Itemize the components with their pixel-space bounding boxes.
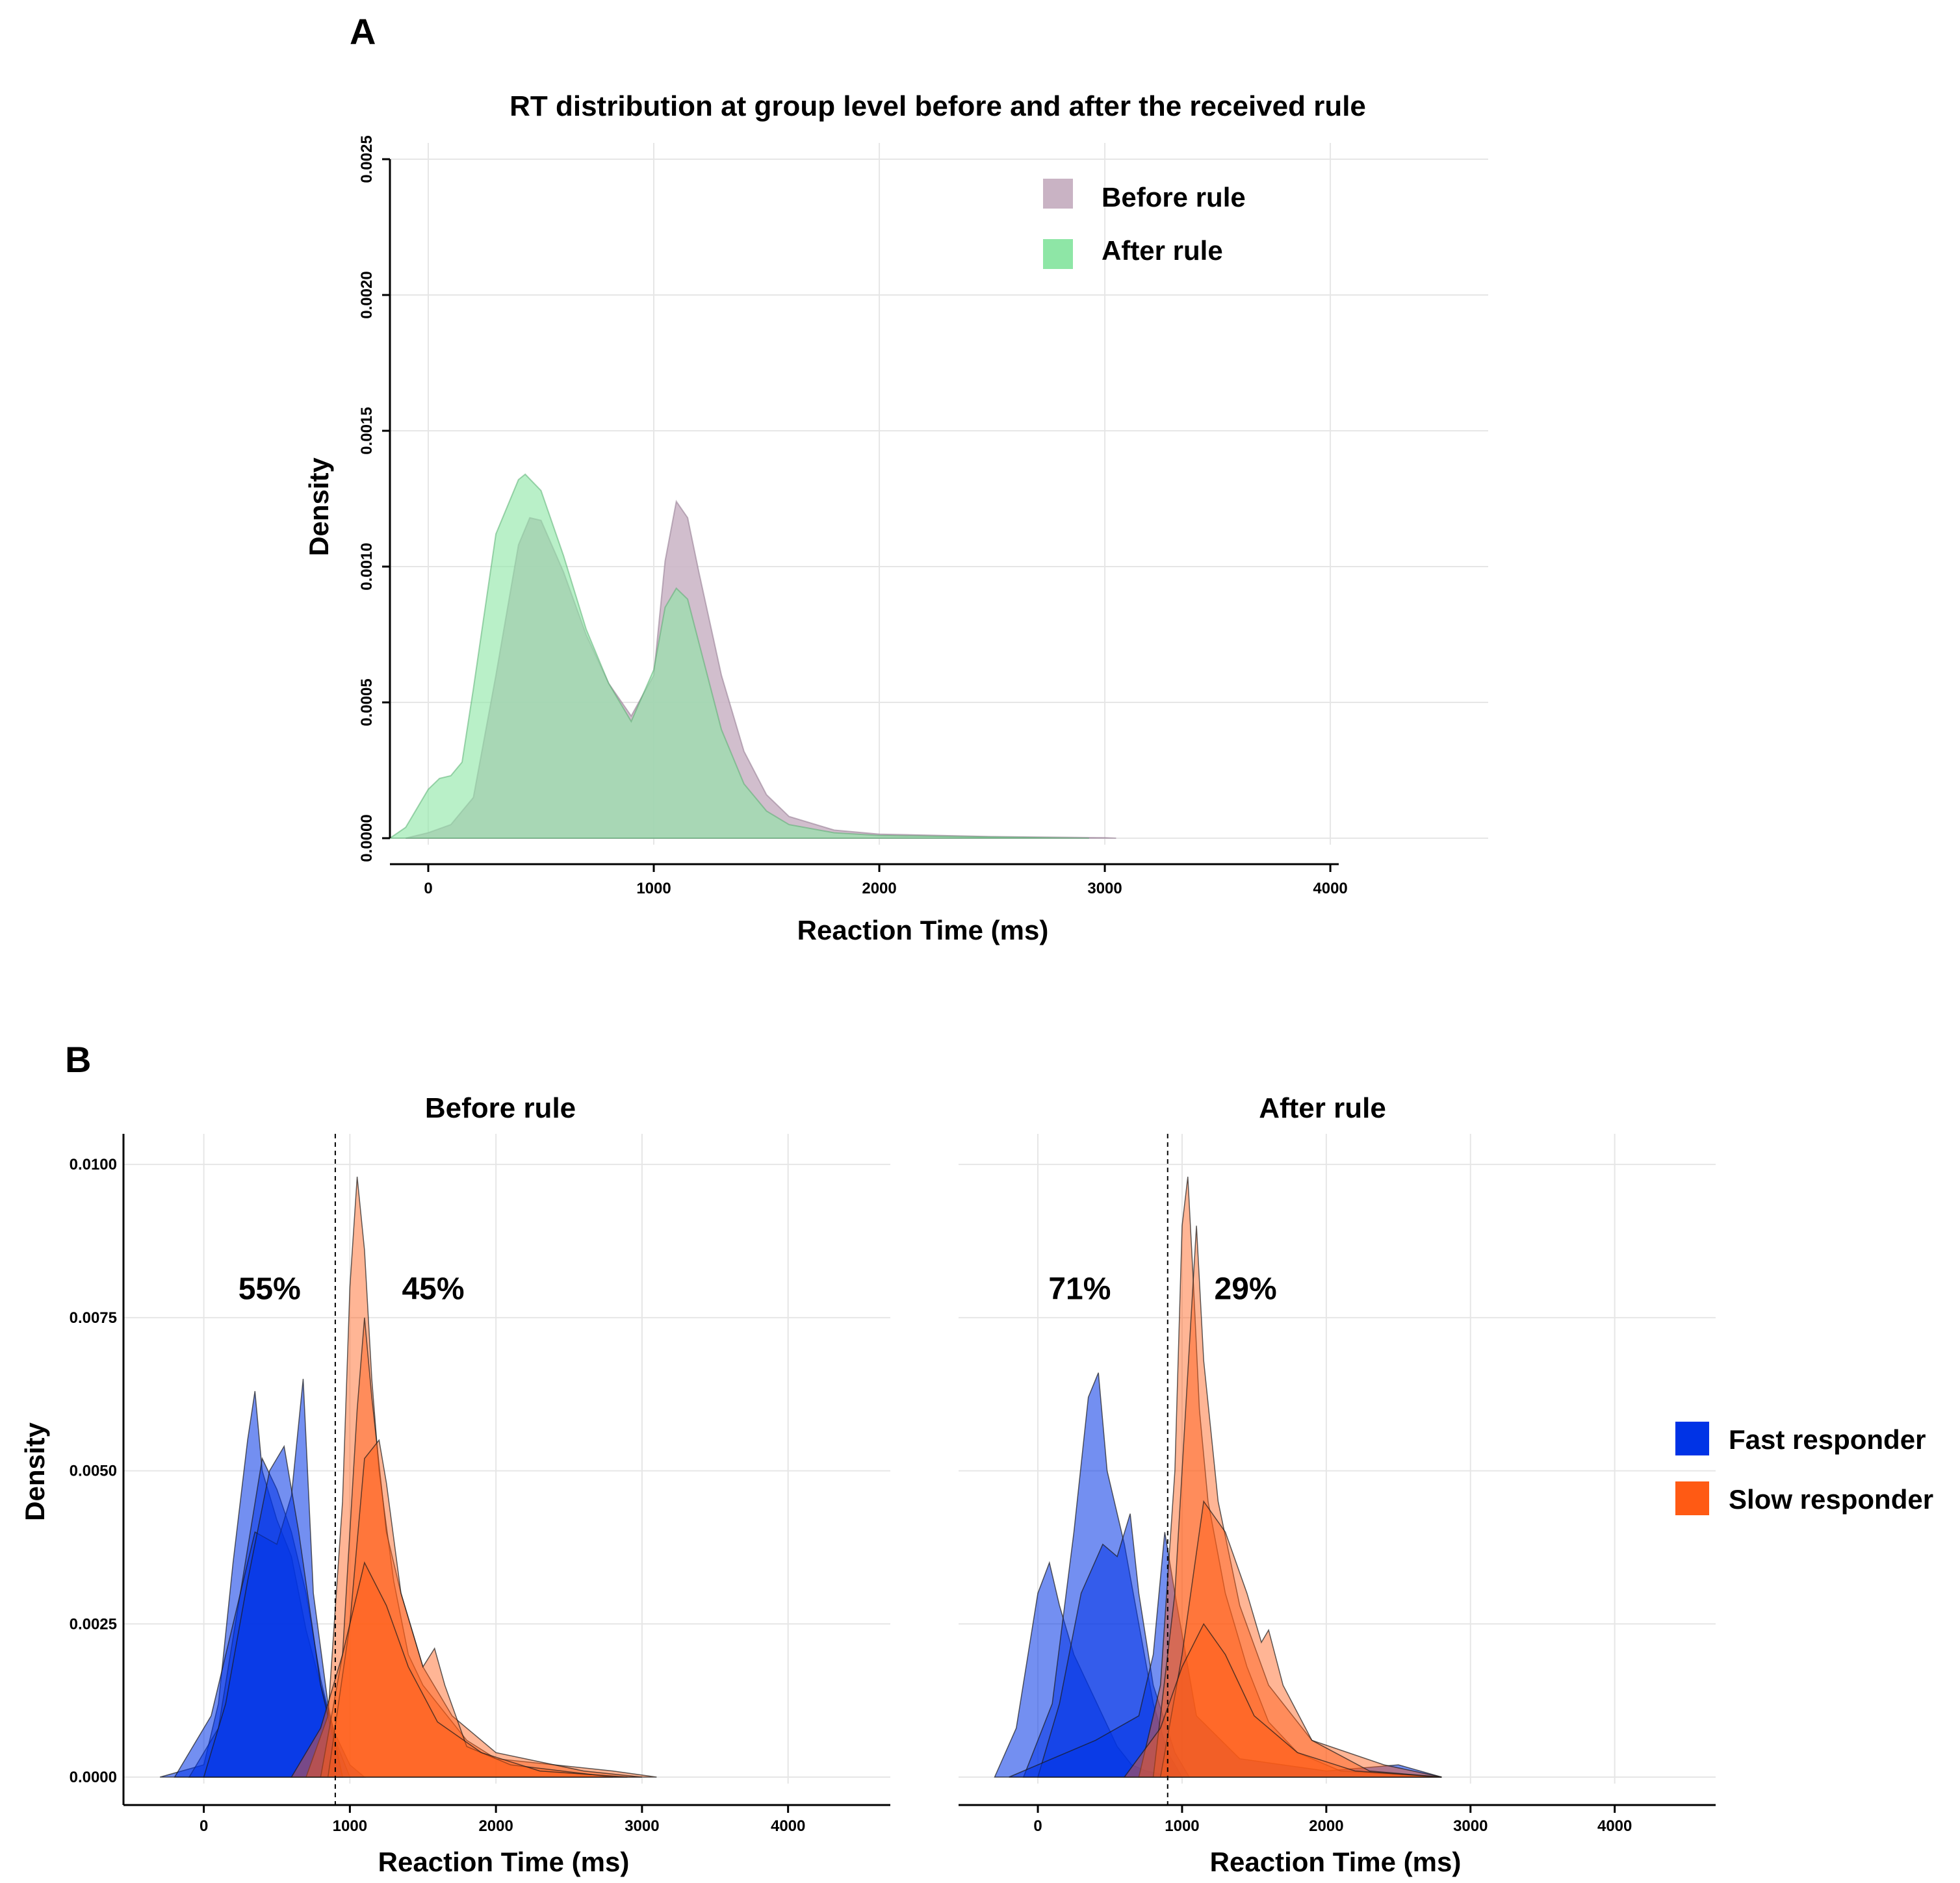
y-tick-label: 0.0000 <box>70 1769 117 1786</box>
panel-b-left-slow-percent: 45% <box>402 1272 464 1307</box>
panel-b-right-fast-percent: 71% <box>1048 1272 1111 1307</box>
y-tick-label: 0.0005 <box>358 678 376 726</box>
panel-a-axes <box>389 159 1339 865</box>
legend-swatch-after-rule <box>1043 239 1073 269</box>
panel-b-left-x-title: Reaction Time (ms) <box>378 1847 630 1877</box>
y-tick-label: 0.0025 <box>70 1615 117 1633</box>
y-tick-label: 0.0075 <box>70 1309 117 1327</box>
x-tick-label: 4000 <box>771 1817 805 1835</box>
y-tick-label: 0.0000 <box>358 814 376 862</box>
legend-swatch-before-rule <box>1043 179 1073 209</box>
panel-a-x-title: Reaction Time (ms) <box>797 915 1049 945</box>
panel-b-right-title: After rule <box>1259 1092 1386 1124</box>
y-tick-label: 0.0010 <box>358 543 376 590</box>
x-tick-label: 4000 <box>1597 1817 1632 1835</box>
x-tick-label: 3000 <box>1087 880 1122 897</box>
slow-responder-density-7 <box>1123 1622 1442 1778</box>
panel-b-left-fast-percent: 55% <box>239 1272 301 1307</box>
panel-a-title: RT distribution at group level before an… <box>509 90 1366 122</box>
panel-b-ticks: 0 1000 2000 3000 4000 0 1000 2000 3000 4000 0.0000… <box>70 1156 1632 1835</box>
panel-a-y-title: Density <box>303 457 334 556</box>
x-tick-label: 0 <box>200 1817 208 1835</box>
x-tick-label: 1000 <box>333 1817 367 1835</box>
slow-responder-density-6 <box>1159 1500 1442 1778</box>
y-tick-label: 0.0025 <box>358 135 376 183</box>
panel-b-threshold-lines <box>334 1134 1168 1805</box>
x-tick-label: 4000 <box>1313 880 1347 897</box>
panel-a-density-areas <box>387 473 1116 839</box>
density-area-after-rule <box>387 473 1089 839</box>
x-tick-label: 0 <box>1033 1817 1042 1835</box>
x-tick-label: 2000 <box>862 880 896 897</box>
x-tick-label: 1000 <box>636 880 671 897</box>
x-tick-label: 2000 <box>1309 1817 1343 1835</box>
panel-b-label: B <box>65 1039 91 1080</box>
y-tick-label: 0.0050 <box>70 1463 117 1480</box>
x-tick-label: 3000 <box>625 1817 659 1835</box>
y-tick-label: 0.0015 <box>358 407 376 454</box>
panel-b-left-density-areas <box>159 1176 657 1778</box>
panel-b-right-slow-percent: 29% <box>1215 1272 1277 1307</box>
legend-label-fast-responder: Fast responder <box>1729 1424 1926 1455</box>
panel-b-y-title: Density <box>19 1422 50 1521</box>
panel-b-right-x-title: Reaction Time (ms) <box>1210 1847 1462 1877</box>
x-tick-label: 2000 <box>478 1817 513 1835</box>
slow-responder-density-4 <box>1138 1176 1442 1778</box>
legend-swatch-slow-responder <box>1675 1481 1709 1515</box>
legend-label-before-rule: Before rule <box>1102 182 1246 212</box>
y-tick-label: 0.0100 <box>70 1156 117 1173</box>
panel-b-legend: Fast responder Slow responder <box>1675 1422 1933 1515</box>
slow-responder-density-7 <box>290 1561 628 1778</box>
x-tick-label: 1000 <box>1165 1817 1199 1835</box>
slow-responder-density-6 <box>327 1439 613 1778</box>
panel-a-ticks: 0 1000 2000 3000 4000 0.0000 0.0005 0.0010 0.001… <box>358 135 1348 897</box>
panel-b-left-title: Before rule <box>425 1092 576 1124</box>
panel-b-axes <box>122 1134 1716 1806</box>
legend-label-after-rule: After rule <box>1102 235 1223 266</box>
x-tick-label: 3000 <box>1453 1817 1488 1835</box>
legend-label-slow-responder: Slow responder <box>1729 1484 1933 1515</box>
legend-swatch-fast-responder <box>1675 1422 1709 1455</box>
y-tick-label: 0.0020 <box>358 271 376 318</box>
x-tick-label: 0 <box>424 880 432 897</box>
panel-a-legend: Before rule After rule <box>1043 179 1246 269</box>
slow-responder-density-5 <box>1152 1225 1442 1778</box>
panel-b-right-density-areas <box>994 1176 1442 1778</box>
panel-a-label: A <box>350 11 376 52</box>
